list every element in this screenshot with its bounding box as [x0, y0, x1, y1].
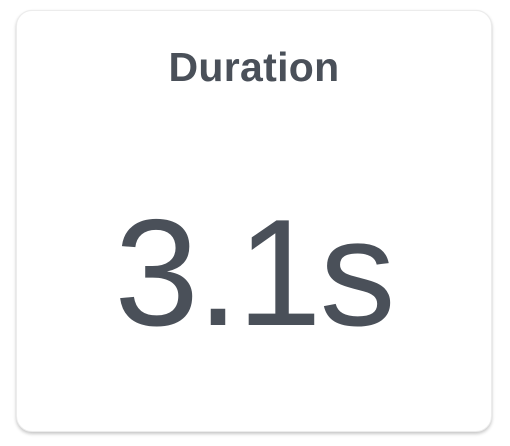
duration-value: 3.1s	[114, 188, 395, 358]
duration-stat-card: Duration 3.1s	[16, 10, 492, 432]
card-title: Duration	[168, 44, 340, 90]
